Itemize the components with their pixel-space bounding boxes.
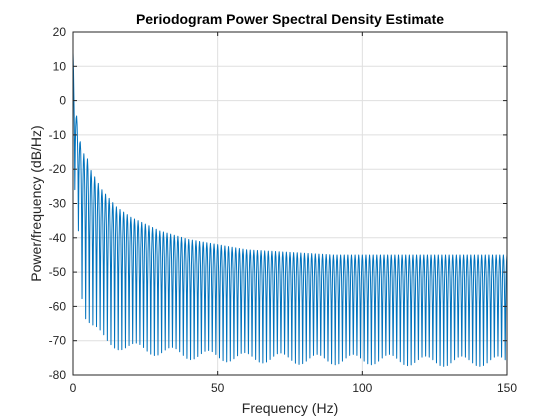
chart-title: Periodogram Power Spectral Density Estim…: [136, 11, 444, 27]
x-tick-label: 150: [497, 381, 517, 395]
y-tick-label: -40: [49, 231, 67, 245]
x-tick-label: 100: [352, 381, 372, 395]
y-tick-label: 10: [53, 59, 67, 73]
y-tick-label: -50: [49, 265, 67, 279]
y-tick-label: -70: [49, 334, 67, 348]
x-tick-label: 0: [70, 381, 77, 395]
x-axis-label: Frequency (Hz): [242, 400, 338, 416]
y-tick-label: -20: [49, 162, 67, 176]
y-tick-label: -80: [49, 368, 67, 382]
y-tick-label: 0: [59, 94, 66, 108]
y-tick-label: -30: [49, 197, 67, 211]
x-tick-label: 50: [211, 381, 225, 395]
y-tick-label: 20: [53, 25, 67, 39]
y-axis-label: Power/frequency (dB/Hz): [28, 125, 44, 281]
y-tick-label: -10: [49, 128, 67, 142]
y-tick-label: -60: [49, 299, 67, 313]
